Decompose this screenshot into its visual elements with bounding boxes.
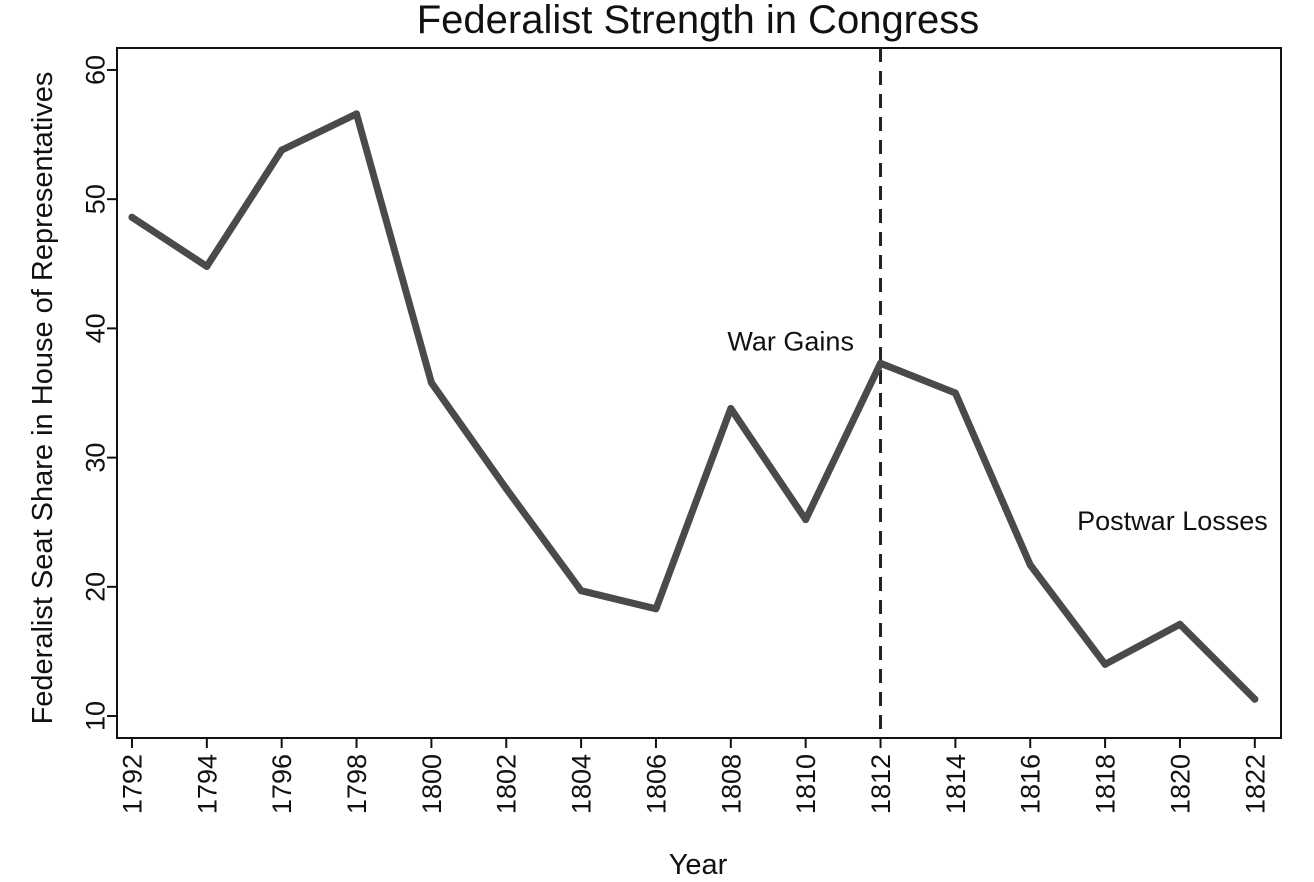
y-tick-label: 10 bbox=[80, 701, 110, 731]
data-point bbox=[278, 146, 286, 154]
x-tick-label: 1792 bbox=[117, 754, 147, 814]
plot-frame bbox=[116, 47, 1282, 739]
chart-title: Federalist Strength in Congress bbox=[417, 0, 980, 42]
x-tick-label: 1812 bbox=[866, 754, 896, 814]
data-point bbox=[877, 359, 885, 367]
x-tick-label: 1808 bbox=[716, 754, 746, 814]
annotation-war-gains: War Gains bbox=[727, 326, 854, 356]
data-point bbox=[1026, 561, 1034, 569]
x-axis-label: Year bbox=[669, 849, 728, 881]
data-point bbox=[353, 110, 361, 118]
y-tick-label: 30 bbox=[80, 443, 110, 473]
y-ticks: 10 20 30 40 50 60 bbox=[80, 55, 117, 731]
data-point bbox=[128, 213, 136, 221]
x-tick-label: 1802 bbox=[492, 754, 522, 814]
y-tick-label: 50 bbox=[80, 184, 110, 214]
data-point bbox=[727, 405, 735, 413]
x-tick-label: 1810 bbox=[791, 754, 821, 814]
y-tick-label: 60 bbox=[80, 55, 110, 85]
data-point bbox=[1251, 695, 1259, 703]
data-point bbox=[1101, 660, 1109, 668]
x-tick-label: 1814 bbox=[941, 754, 971, 814]
annotation-postwar-losses: Postwar Losses bbox=[1077, 506, 1268, 536]
x-tick-label: 1822 bbox=[1240, 754, 1270, 814]
data-point bbox=[951, 389, 959, 397]
data-point bbox=[652, 605, 660, 613]
x-tick-label: 1800 bbox=[417, 754, 447, 814]
x-tick-label: 1818 bbox=[1091, 754, 1121, 814]
x-tick-label: 1796 bbox=[267, 754, 297, 814]
x-tick-label: 1798 bbox=[342, 754, 372, 814]
data-point bbox=[802, 516, 810, 524]
data-points bbox=[128, 110, 1259, 703]
data-point bbox=[1176, 620, 1184, 628]
x-tick-label: 1806 bbox=[641, 754, 671, 814]
series-line bbox=[128, 110, 1259, 703]
x-tick-label: 1816 bbox=[1016, 754, 1046, 814]
data-point bbox=[577, 587, 585, 595]
x-tick-label: 1820 bbox=[1165, 754, 1195, 814]
y-axis-label: Federalist Seat Share in House of Repres… bbox=[27, 72, 59, 725]
data-point bbox=[427, 379, 435, 387]
y-tick-label: 20 bbox=[80, 572, 110, 602]
y-tick-label: 40 bbox=[80, 313, 110, 343]
data-point bbox=[203, 262, 211, 270]
x-tick-label: 1804 bbox=[567, 754, 597, 814]
x-tick-label: 1794 bbox=[192, 754, 222, 814]
data-point bbox=[502, 485, 510, 493]
x-ticks: 1792 1794 1796 1798 1800 1802 1804 1806 1808 1810… bbox=[117, 738, 1270, 814]
